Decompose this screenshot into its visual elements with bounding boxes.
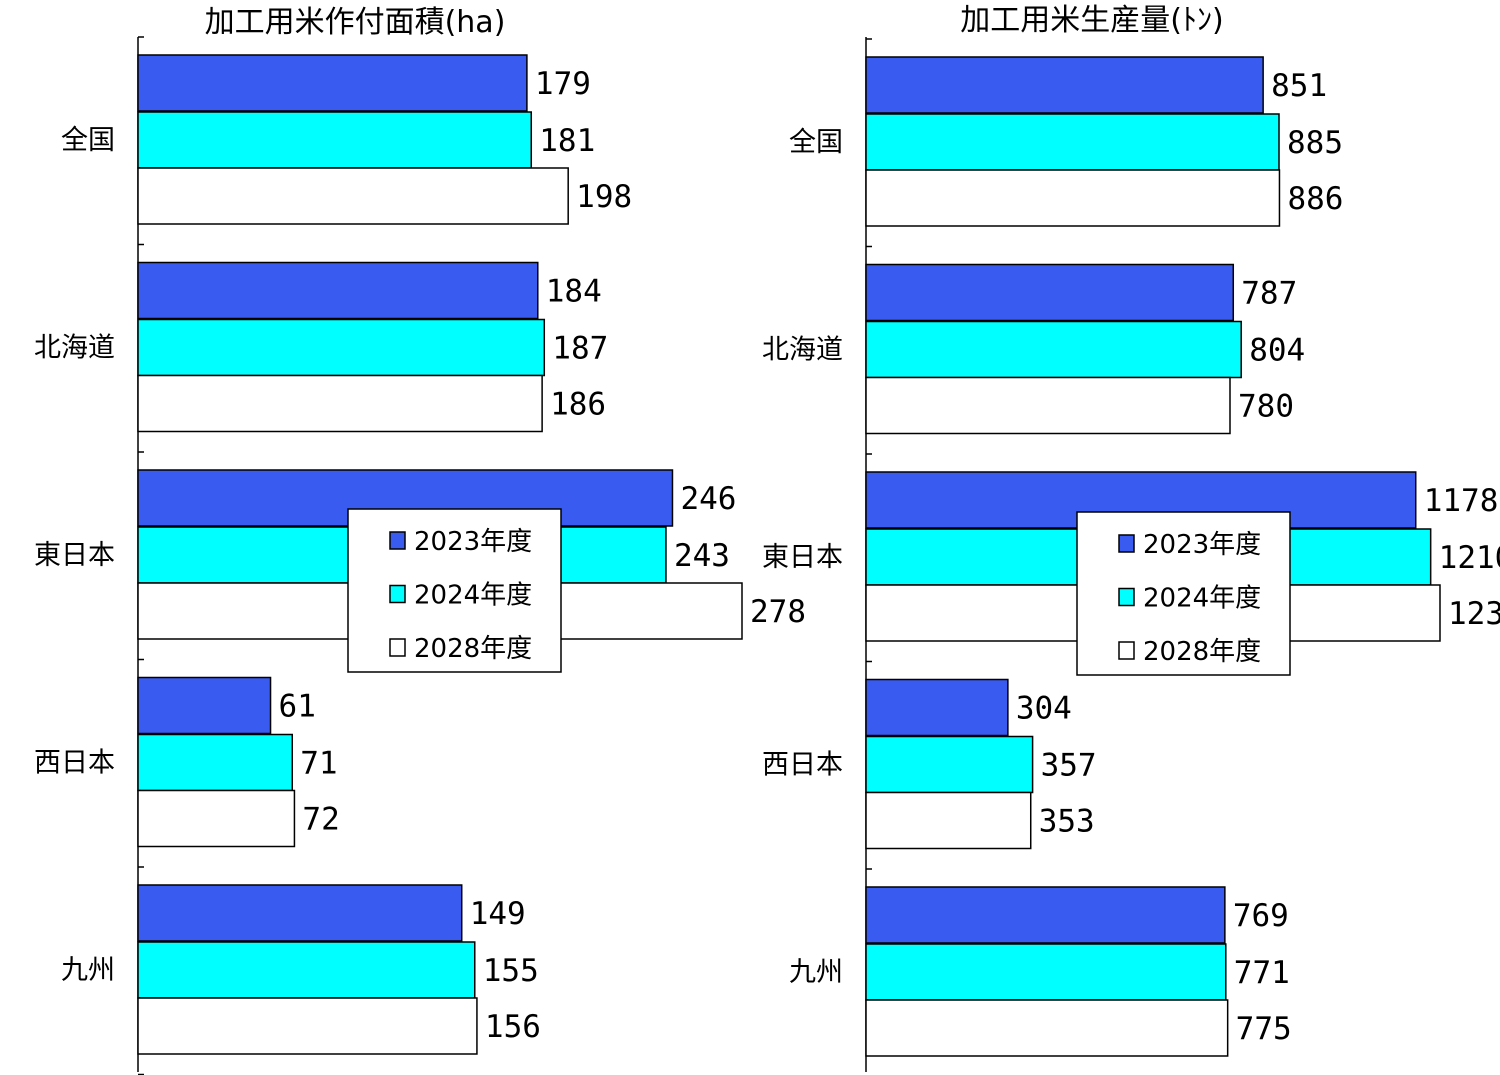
- bar-2028: [137, 167, 569, 225]
- bar-2023: [137, 261, 539, 320]
- data-label: 886: [1287, 181, 1343, 217]
- bar-2024: [137, 941, 476, 999]
- category-label: 全国: [789, 127, 843, 158]
- bar-2024: [137, 733, 294, 792]
- bar-2023: [137, 884, 463, 942]
- category-label: 全国: [61, 125, 115, 156]
- bar-2028: [137, 374, 543, 433]
- data-label: 787: [1241, 276, 1297, 312]
- bar-2024: [137, 318, 546, 377]
- data-label: 775: [1236, 1011, 1292, 1047]
- bar-2024: [865, 943, 1227, 1001]
- category-label: 九州: [789, 957, 843, 988]
- legend-box: [347, 508, 562, 673]
- data-label: 179: [535, 66, 591, 102]
- data-label: 243: [674, 538, 730, 574]
- data-label: 357: [1041, 748, 1097, 784]
- bar-2023: [137, 54, 528, 112]
- bar-2028: [137, 997, 478, 1055]
- bar-2028: [865, 169, 1281, 227]
- bar-2023: [865, 56, 1264, 114]
- data-label: 1230: [1448, 596, 1500, 632]
- data-label: 885: [1287, 125, 1343, 161]
- legend-label: 2024年度: [1143, 584, 1261, 614]
- data-label: 156: [485, 1009, 541, 1045]
- legend-swatch-2024: [389, 584, 406, 604]
- bar-2028: [865, 999, 1229, 1057]
- category-label: 東日本: [34, 540, 115, 571]
- bar-2028: [865, 791, 1032, 850]
- legend-label: 2023年度: [414, 527, 532, 557]
- category-label: 西日本: [762, 750, 843, 781]
- legend-label: 2028年度: [414, 634, 532, 664]
- bar-2028: [137, 789, 296, 848]
- data-label: 780: [1238, 389, 1294, 425]
- data-label: 184: [546, 274, 602, 310]
- bar-2024: [865, 735, 1034, 794]
- legend-swatch-2023: [389, 531, 406, 550]
- legend-label: 2028年度: [1143, 637, 1261, 667]
- legend-swatch-2023: [1118, 534, 1135, 553]
- chart-area-planted: 加工用米作付面積(ha) 全国 179 181 198 北海道 184 187 186 東日本 2…: [34, 5, 806, 1075]
- bar-2024: [865, 320, 1242, 379]
- legend-box: [1076, 511, 1291, 676]
- legend: 2023年度 2024年度 2028年度: [1076, 511, 1291, 676]
- legend-swatch-2028: [389, 638, 406, 657]
- bar-2023: [865, 678, 1009, 737]
- chart-production: 加工用米生産量(ﾄﾝ) 全国 851 885 886 北海道 787 804 780 東日本 11…: [762, 3, 1500, 1072]
- data-label: 71: [300, 746, 337, 782]
- category-label: 西日本: [34, 748, 115, 779]
- chart-title: 加工用米作付面積(ha): [205, 5, 506, 40]
- data-label: 155: [483, 953, 539, 989]
- legend-swatch-2024: [1118, 587, 1135, 607]
- bar-2023: [865, 886, 1226, 944]
- legend-swatch-2028: [1118, 641, 1135, 660]
- data-label: 851: [1271, 68, 1327, 104]
- data-label: 186: [550, 387, 606, 423]
- bar-2023: [865, 263, 1235, 322]
- data-label: 304: [1016, 691, 1072, 727]
- legend-label: 2023年度: [1143, 530, 1261, 560]
- data-label: 353: [1039, 804, 1095, 840]
- data-label: 246: [680, 481, 736, 517]
- data-label: 804: [1249, 333, 1305, 369]
- category-label: 北海道: [762, 335, 843, 366]
- bar-2024: [865, 113, 1280, 171]
- data-label: 1178: [1424, 483, 1499, 519]
- data-label: 72: [302, 802, 339, 838]
- data-label: 181: [539, 123, 595, 159]
- data-label: 198: [576, 179, 632, 215]
- data-label: 769: [1233, 898, 1289, 934]
- data-label: 187: [552, 331, 608, 367]
- category-label: 北海道: [34, 333, 115, 364]
- bar-2024: [137, 111, 533, 169]
- bar-2028: [865, 376, 1231, 435]
- category-label: 東日本: [762, 542, 843, 573]
- data-label: 771: [1234, 955, 1290, 991]
- data-label: 149: [470, 896, 526, 932]
- legend: 2023年度 2024年度 2028年度: [347, 508, 562, 673]
- chart-title: 加工用米生産量(ﾄﾝ): [960, 3, 1223, 38]
- data-label: 61: [279, 689, 316, 725]
- data-label: 1210: [1439, 540, 1500, 576]
- category-label: 九州: [61, 955, 115, 986]
- data-label: 278: [750, 594, 806, 630]
- bar-2023: [137, 676, 272, 735]
- legend-label: 2024年度: [414, 581, 532, 611]
